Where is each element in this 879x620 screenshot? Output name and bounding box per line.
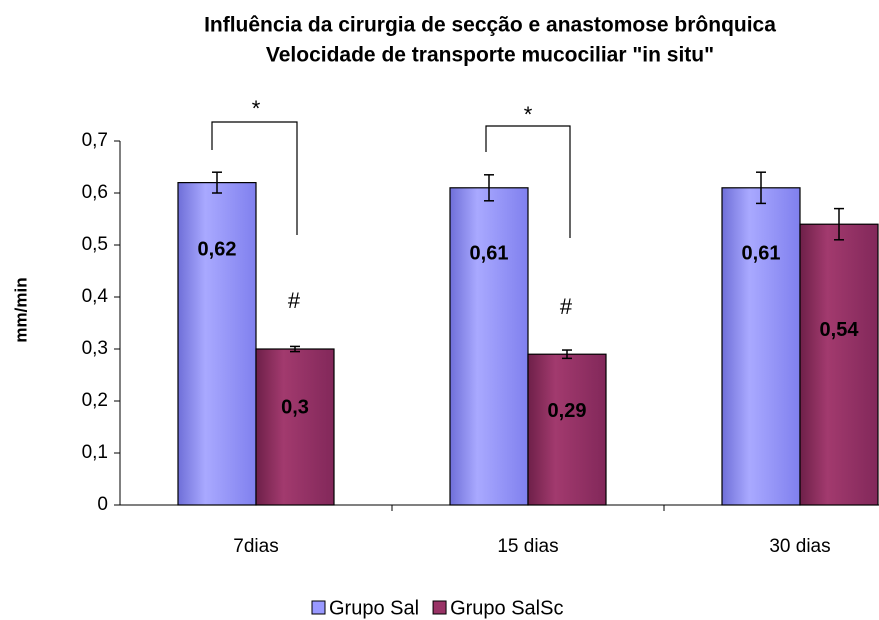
value-label: 0,61 bbox=[742, 243, 781, 265]
annotation: * bbox=[252, 96, 261, 121]
y-tick-label: 0,7 bbox=[82, 130, 108, 151]
value-label: 0,29 bbox=[548, 400, 587, 422]
annotation: * bbox=[524, 102, 533, 127]
x-tick-label: 15 dias bbox=[497, 536, 558, 557]
y-tick-label: 0,4 bbox=[82, 286, 109, 307]
bar bbox=[449, 187, 529, 506]
error-bar bbox=[562, 349, 572, 360]
bar bbox=[177, 182, 257, 506]
bar bbox=[721, 187, 801, 506]
legend-swatch bbox=[311, 600, 326, 615]
value-label: 0,61 bbox=[470, 243, 509, 265]
x-tick-label: 30 dias bbox=[769, 536, 830, 557]
y-tick-label: 0,5 bbox=[82, 234, 108, 255]
error-bar bbox=[834, 207, 844, 241]
y-axis-title: mm/min bbox=[11, 277, 30, 342]
error-bar bbox=[756, 171, 766, 205]
value-label: 0,54 bbox=[820, 319, 860, 341]
annotation: # bbox=[288, 288, 301, 313]
value-label: 0,3 bbox=[281, 397, 309, 419]
bracket bbox=[485, 125, 571, 238]
y-tick-label: 0 bbox=[97, 494, 108, 515]
bar bbox=[527, 353, 607, 506]
y-tick-label: 0,2 bbox=[82, 390, 108, 411]
annotation: # bbox=[560, 294, 573, 319]
value-label: 0,62 bbox=[198, 239, 237, 261]
chart-subtitle: Velocidade de transporte mucociliar "in … bbox=[266, 44, 714, 67]
legend-label: Grupo SalSc bbox=[450, 597, 563, 619]
y-tick-label: 0,6 bbox=[82, 182, 108, 203]
bar bbox=[799, 223, 879, 506]
bar bbox=[255, 348, 335, 506]
error-bar bbox=[484, 174, 494, 202]
legend-label: Grupo Sal bbox=[329, 597, 419, 619]
error-bar bbox=[212, 171, 222, 194]
legend-swatch bbox=[432, 600, 447, 615]
chart-title: Influência da cirurgia de secção e anast… bbox=[204, 14, 776, 37]
x-tick-label: 7dias bbox=[233, 536, 278, 557]
error-bar bbox=[290, 345, 300, 353]
bracket bbox=[211, 121, 298, 235]
y-tick-label: 0,1 bbox=[82, 442, 108, 463]
y-tick-label: 0,3 bbox=[82, 338, 108, 359]
